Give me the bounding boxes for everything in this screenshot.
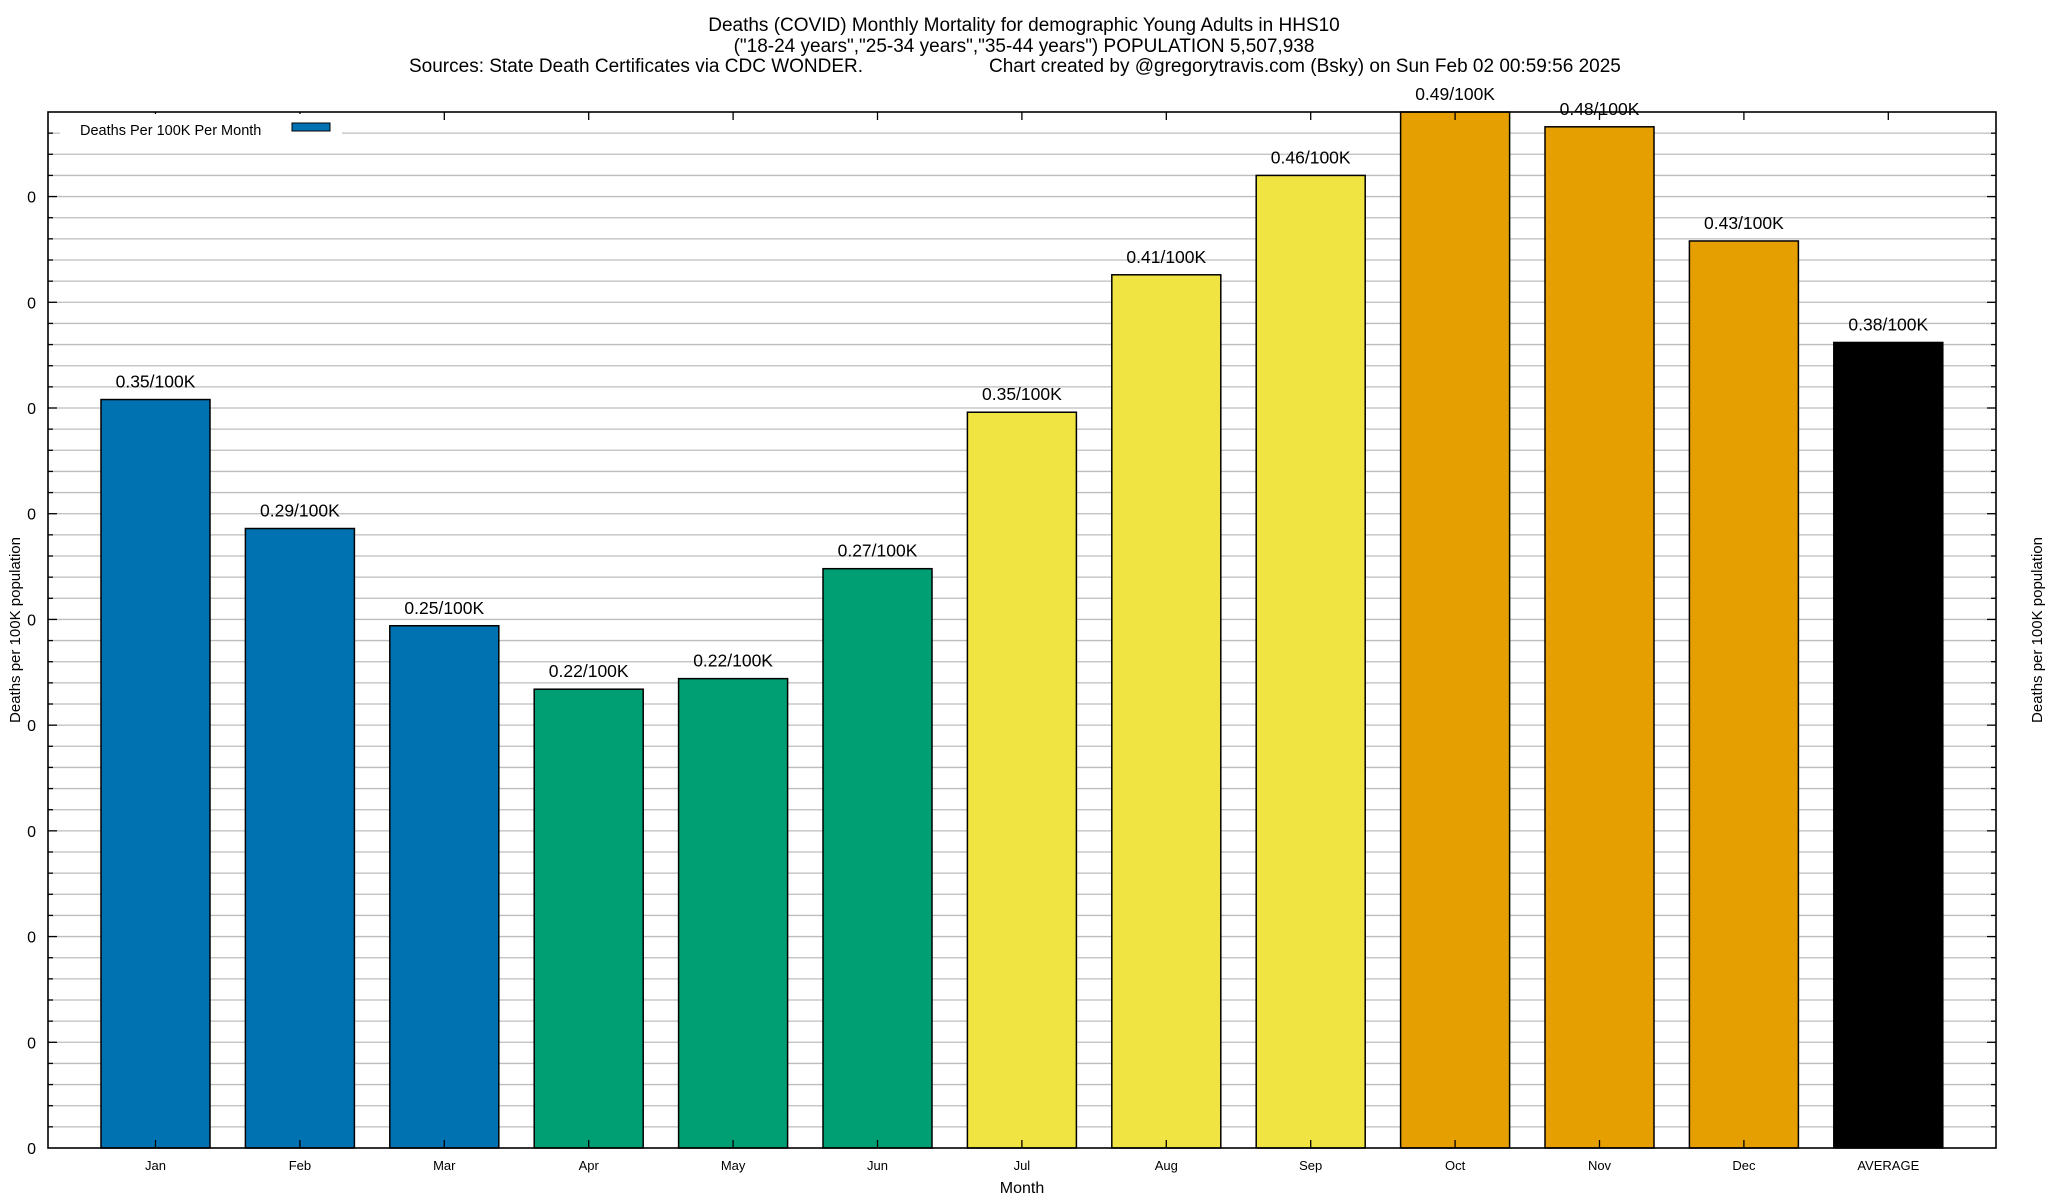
chart-title-line2: ("18-24 years","25-34 years","35-44 year… — [734, 36, 1315, 57]
data-label: 0.41/100K — [1126, 247, 1206, 267]
bar-dec — [1688, 240, 1800, 1149]
y-tick-label: 0 — [27, 1035, 36, 1052]
bars — [100, 111, 1944, 1149]
x-tick-labels: Jan Feb Mar Apr May Jun Jul Aug Sep Oct Nov Dec AVER… — [145, 1158, 1920, 1173]
x-tick-label: Mar — [433, 1158, 456, 1173]
bar-sep — [1255, 174, 1366, 1149]
data-label: 0.43/100K — [1704, 213, 1784, 233]
y-tick-label: 0 — [27, 295, 36, 312]
chart-credit: Chart created by @gregorytravis.com (Bsk… — [989, 56, 1621, 77]
chart-sources: Sources: State Death Certificates via CD… — [409, 56, 863, 77]
x-tick-label: Nov — [1588, 1158, 1612, 1173]
data-label: 0.38/100K — [1848, 314, 1928, 334]
y2-axis-label: Deaths per 100K population — [2029, 537, 2046, 723]
y-tick-label: 0 — [27, 1141, 36, 1158]
data-label: 0.35/100K — [982, 384, 1062, 404]
data-label: 0.29/100K — [260, 501, 340, 521]
data-label: 0.22/100K — [549, 661, 629, 681]
x-tick-label: Jan — [145, 1158, 166, 1173]
bar-may — [677, 677, 789, 1149]
y-tick-label: 0 — [27, 930, 36, 947]
data-label: 0.35/100K — [116, 372, 196, 392]
y-axis-label: Deaths per 100K population — [7, 537, 24, 723]
y-tick-label: 0 — [27, 824, 36, 841]
x-tick-label: Feb — [289, 1158, 311, 1173]
data-label: 0.25/100K — [404, 598, 484, 618]
bar-average — [1833, 341, 1944, 1149]
legend-label: Deaths Per 100K Per Month — [80, 123, 261, 139]
x-axis-label: Month — [1000, 1180, 1044, 1197]
data-label: 0.46/100K — [1271, 147, 1351, 167]
x-tick-label: Apr — [579, 1158, 600, 1173]
bar-mar — [389, 625, 500, 1149]
bar-jan — [100, 398, 211, 1149]
data-label: 0.22/100K — [693, 651, 773, 671]
y-tick-label: 0 — [27, 612, 36, 629]
x-tick-label: Sep — [1299, 1158, 1322, 1173]
x-tick-label: Oct — [1445, 1158, 1466, 1173]
data-label: 0.48/100K — [1560, 99, 1640, 119]
bar-feb — [244, 527, 356, 1149]
y-tick-label: 0 — [27, 718, 36, 735]
bar-aug — [1111, 274, 1222, 1149]
bar-oct — [1399, 111, 1511, 1149]
data-labels: 0.35/100K 0.29/100K 0.25/100K 0.22/100K 0.22… — [116, 84, 1929, 681]
plot-frame — [47, 111, 1997, 1149]
y-tick-labels: 0 0 0 0 0 0 0 0 0 0 — [27, 190, 36, 1158]
bar-nov — [1544, 126, 1655, 1149]
y-tick-label: 0 — [27, 507, 36, 524]
bar-jun — [822, 567, 933, 1149]
y-tick-label: 0 — [27, 190, 36, 207]
data-label: 0.27/100K — [838, 541, 918, 561]
x-tick-label: May — [721, 1158, 746, 1173]
chart-title-line1: Deaths (COVID) Monthly Mortality for dem… — [708, 15, 1340, 36]
bar-jul — [966, 411, 1078, 1149]
bar-apr — [533, 688, 644, 1149]
data-label: 0.49/100K — [1415, 84, 1495, 104]
x-tick-label: Dec — [1732, 1158, 1756, 1173]
x-tick-label: AVERAGE — [1857, 1158, 1919, 1173]
legend-swatch — [291, 122, 331, 132]
plot-border — [47, 111, 1997, 1149]
x-tick-label: Jul — [1014, 1158, 1031, 1173]
x-tick-label: Jun — [867, 1158, 888, 1173]
y-tick-label: 0 — [27, 401, 36, 418]
x-tick-label: Aug — [1155, 1158, 1178, 1173]
